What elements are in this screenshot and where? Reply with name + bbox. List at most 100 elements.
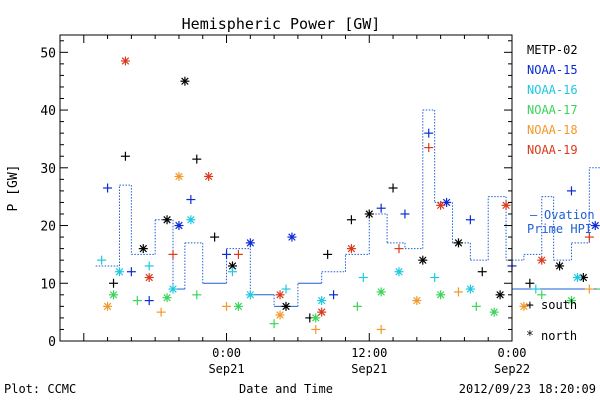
point-stroke (579, 273, 588, 282)
point-stroke (246, 239, 255, 247)
data-point-north (501, 200, 511, 210)
legend-entry-noaa-17: NOAA-17 (527, 103, 578, 117)
point-stroke (347, 244, 356, 253)
data-point-south (311, 324, 321, 334)
x-axis-label: Date and Time (239, 382, 333, 396)
point-stroke (121, 57, 130, 65)
point-stroke (436, 201, 445, 210)
data-point-north (346, 244, 356, 254)
data-point-south (388, 183, 398, 193)
point-stroke (163, 293, 171, 302)
x-axis-ticks: 0:00Sep2112:00Sep210:00Sep2212:00Sep220:… (83, 35, 530, 376)
point-stroke (115, 267, 124, 276)
data-point-north (186, 215, 196, 225)
data-point-south (192, 154, 202, 164)
data-point-south (394, 244, 404, 254)
data-point-north (590, 221, 600, 231)
data-point-north (436, 290, 446, 300)
plot-credit: Plot: CCMC (4, 382, 76, 396)
point-stroke (276, 311, 284, 319)
point-stroke (567, 296, 576, 305)
data-point-south (192, 290, 202, 300)
data-point-south (566, 186, 576, 196)
data-point-north (317, 307, 327, 317)
ovation-series (95, 109, 600, 307)
point-stroke (139, 244, 147, 253)
y-tick-label: 50 (40, 46, 56, 61)
point-stroke (490, 308, 498, 316)
data-point-south (227, 267, 237, 277)
data-point-south (144, 296, 154, 306)
point-stroke (591, 221, 599, 230)
data-point-south (584, 284, 594, 294)
legend-symbol-label-north: north (541, 329, 577, 343)
data-point-north (245, 290, 255, 300)
data-point-south (376, 203, 386, 213)
point-stroke (228, 262, 237, 270)
data-point-north (376, 287, 386, 297)
data-point-north (394, 267, 404, 277)
data-point-north (162, 293, 172, 303)
data-point-south (430, 272, 440, 282)
data-point-south (537, 290, 547, 300)
data-point-north (245, 238, 255, 248)
data-point-north (103, 301, 113, 311)
data-point-south (531, 284, 541, 294)
legend-entry-noaa-15: NOAA-15 (527, 63, 578, 77)
point-stroke (163, 216, 171, 224)
scatter-points (97, 56, 600, 334)
data-point-north (489, 307, 499, 317)
point-stroke (175, 172, 183, 181)
point-stroke (181, 77, 189, 85)
data-point-south (352, 301, 362, 311)
data-point-north (144, 272, 154, 282)
data-point-south (376, 324, 386, 334)
point-stroke (145, 273, 153, 282)
data-point-north (555, 261, 565, 271)
data-point-south (168, 249, 178, 259)
data-point-north (519, 301, 529, 311)
point-stroke (109, 291, 118, 299)
legend-symbol-south: + (526, 298, 534, 313)
data-point-north (204, 171, 214, 181)
point-stroke (454, 239, 463, 247)
point-stroke (276, 291, 284, 299)
data-point-south (596, 288, 600, 290)
point-stroke (103, 302, 112, 311)
data-point-north (114, 267, 124, 277)
data-point-south (210, 232, 220, 242)
chart-title: Hemispheric Power [GW] (182, 15, 381, 33)
point-stroke (573, 273, 582, 282)
data-point-south (477, 267, 487, 277)
data-point-north (281, 301, 291, 311)
point-stroke (395, 267, 403, 276)
data-point-south (424, 143, 434, 153)
data-point-south (156, 307, 166, 317)
data-point-north (275, 310, 285, 320)
legend-ovation-label-line1: Ovation (544, 208, 595, 222)
data-point-north (109, 290, 119, 300)
legend-entry-noaa-16: NOAA-16 (527, 83, 578, 97)
data-point-north (537, 255, 547, 265)
data-point-south (424, 128, 434, 138)
point-stroke (502, 201, 510, 210)
data-point-south (103, 183, 113, 193)
data-point-south (120, 151, 130, 161)
data-point-north (436, 200, 446, 210)
data-point-north (275, 290, 285, 300)
legend: METP-02 NOAA-15 NOAA-16 NOAA-17 NOAA-18 NOAA-… (526, 43, 595, 344)
legend-ovation-marker: — (530, 208, 538, 222)
point-stroke (436, 291, 445, 299)
point-stroke (442, 198, 451, 207)
legend-entry-noaa-18: NOAA-18 (527, 123, 578, 137)
data-point-north (174, 221, 184, 231)
data-point-south (222, 301, 232, 311)
point-stroke (282, 302, 290, 311)
legend-symbol-label-south: south (541, 298, 577, 312)
data-point-south (281, 284, 291, 294)
point-stroke (246, 291, 255, 299)
data-point-south (233, 249, 243, 259)
data-point-south (358, 272, 368, 282)
data-point-south (186, 195, 196, 205)
data-point-north (572, 272, 582, 282)
